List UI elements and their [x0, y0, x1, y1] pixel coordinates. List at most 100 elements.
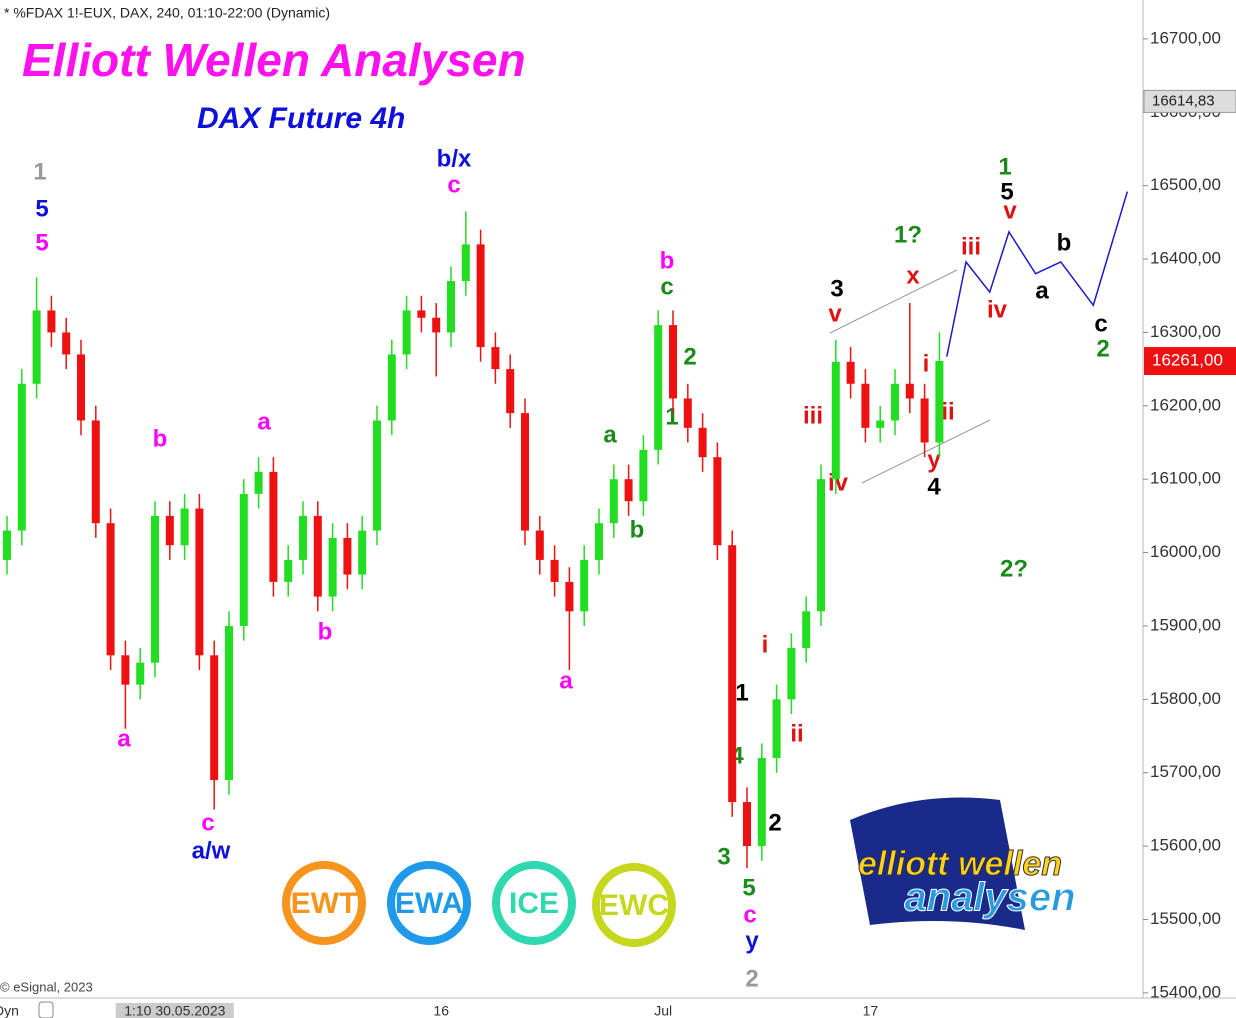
wave-label: x	[906, 262, 920, 289]
wave-label: b	[660, 247, 675, 274]
wave-label: ii	[941, 398, 954, 425]
candle-body	[417, 310, 426, 318]
wave-label: iii	[803, 402, 823, 429]
candle-body	[106, 523, 115, 656]
wave-label: c	[660, 273, 673, 300]
y-tick-label: 15700,00	[1150, 762, 1221, 781]
y-tick-label: 16300,00	[1150, 322, 1221, 341]
candle-body	[432, 317, 441, 333]
candle-body	[77, 354, 85, 421]
candle-body	[891, 383, 899, 421]
candle-body	[195, 508, 204, 656]
wave-label: v	[828, 300, 842, 327]
candle-body	[180, 508, 189, 546]
candle-body	[62, 332, 71, 355]
x-tick-label: 16	[433, 1003, 449, 1018]
price-marker-label: 16614,83	[1152, 92, 1215, 109]
y-tick-label: 16700,00	[1150, 28, 1221, 47]
wave-label: 2?	[1000, 555, 1028, 582]
wave-label: 1	[665, 403, 678, 430]
candle-body	[47, 310, 56, 333]
logo: elliott wellen analysen	[850, 797, 1076, 930]
chart-title: Elliott Wellen Analysen	[22, 34, 526, 86]
candle-body	[550, 559, 559, 582]
lock-icon	[38, 1001, 54, 1018]
wave-label: b/x	[437, 145, 472, 172]
y-tick-label: 16500,00	[1150, 175, 1221, 194]
chart-subtitle: DAX Future 4h	[197, 102, 405, 135]
candle-body	[580, 559, 589, 612]
y-tick-label: 16000,00	[1150, 542, 1221, 561]
candle-body	[239, 493, 248, 626]
channel-line	[829, 269, 958, 334]
badges: EWT EWA ICE EWC	[282, 861, 676, 947]
candle-body	[299, 515, 307, 560]
projection-line	[946, 191, 1129, 357]
wave-label: 1	[735, 679, 748, 706]
wave-label: y	[927, 446, 941, 473]
y-tick-label: 16100,00	[1150, 469, 1221, 488]
candle-body	[91, 420, 100, 524]
candle-body	[698, 427, 707, 458]
candle-body	[683, 398, 692, 428]
x-tick-label: 17	[863, 1003, 879, 1018]
wave-label: 1?	[894, 221, 922, 248]
candle-body	[757, 758, 766, 847]
wave-label: a	[117, 725, 131, 752]
wave-label: i	[923, 350, 930, 377]
candle-body	[461, 244, 470, 282]
wave-label: 1	[33, 158, 46, 185]
candle-body	[151, 515, 159, 663]
wave-label: ii	[790, 720, 803, 747]
wave-label: b	[153, 425, 168, 452]
y-tick-label: 15800,00	[1150, 689, 1221, 708]
candle-body	[521, 413, 529, 531]
wave-label: c	[743, 901, 756, 928]
wave-label: a	[1035, 277, 1049, 304]
candles	[3, 211, 944, 869]
wave-label: 5	[35, 229, 48, 256]
wave-label: c	[447, 171, 460, 198]
candle-body	[535, 530, 544, 560]
y-tick-label: 15500,00	[1150, 909, 1221, 928]
candle-body	[802, 611, 811, 648]
wave-label: b	[630, 516, 645, 543]
mode-label: Dyn	[0, 1003, 19, 1018]
logo-text: analysen	[904, 876, 1075, 920]
last-price-label: 16261,00	[1152, 351, 1223, 370]
candle-body	[447, 281, 455, 333]
wave-label: iv	[987, 296, 1008, 323]
candle-body	[565, 581, 574, 612]
candle-body	[210, 655, 219, 781]
badge-text: EWA	[395, 887, 463, 920]
wave-label: 2	[768, 809, 781, 836]
candle-body	[787, 647, 796, 700]
candle-body	[313, 515, 322, 597]
wave-label: 1	[998, 153, 1011, 180]
x-label-box	[115, 1003, 234, 1018]
badge-text: EWT	[291, 887, 358, 920]
candle-body	[136, 662, 145, 685]
badge-ring	[387, 861, 471, 945]
candle-body	[669, 325, 677, 399]
candle-body	[639, 449, 648, 502]
candle-body	[609, 479, 618, 524]
wave-label: c	[1094, 310, 1107, 337]
channel-line	[861, 419, 991, 484]
wave-label: 4	[927, 473, 941, 500]
wave-label: i	[762, 631, 769, 658]
wave-labels: 1 5 5 a b a b c a/w b/x c b c 2 1 a b a …	[33, 145, 1109, 992]
wave-label: iii	[961, 233, 981, 260]
candle-body	[743, 802, 751, 847]
candle-body	[935, 361, 944, 443]
candle-body	[506, 369, 515, 414]
logo-flag	[850, 797, 1025, 930]
wave-label: 2	[1096, 335, 1109, 362]
wave-label: 3	[830, 275, 843, 302]
candle-body	[920, 398, 929, 443]
y-tick-label: 15900,00	[1150, 615, 1221, 634]
wave-label: y	[745, 927, 759, 954]
wave-label: 5	[1000, 178, 1013, 205]
price-marker-box	[1143, 89, 1236, 113]
